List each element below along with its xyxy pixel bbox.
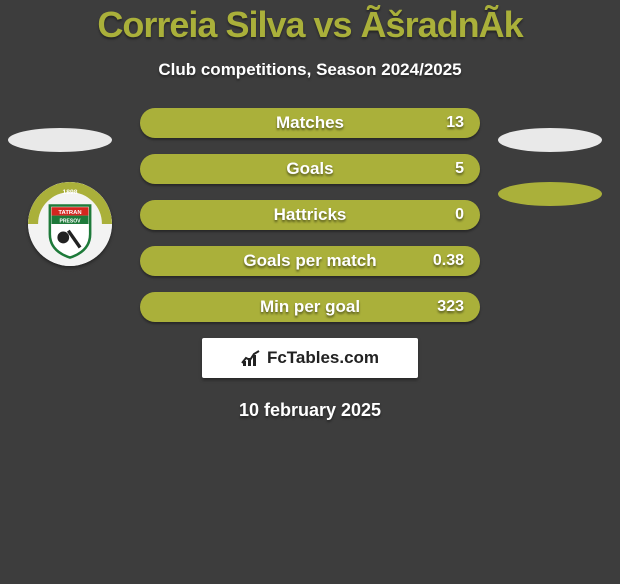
stat-row: Matches13 — [140, 108, 480, 138]
svg-text:1898: 1898 — [63, 189, 78, 196]
stat-label: Goals per match — [140, 246, 480, 276]
stat-value: 0 — [455, 200, 464, 230]
stat-row: Goals5 — [140, 154, 480, 184]
subtitle: Club competitions, Season 2024/2025 — [0, 60, 620, 80]
stat-row: Hattricks0 — [140, 200, 480, 230]
stat-label: Min per goal — [140, 292, 480, 322]
stat-value: 323 — [437, 292, 464, 322]
page-title: Correia Silva vs ÃšradnÃk — [0, 4, 620, 46]
stats-table: Matches13 Goals5 Hattricks0 Goals per match… — [140, 108, 480, 322]
brand-text: FcTables.com — [267, 348, 379, 368]
stat-value: 5 — [455, 154, 464, 184]
chart-icon — [241, 349, 261, 367]
stat-row: Min per goal323 — [140, 292, 480, 322]
club-crest: 1898 TATRAN PRESOV — [28, 182, 112, 266]
stat-label: Hattricks — [140, 200, 480, 230]
svg-text:TATRAN: TATRAN — [58, 210, 81, 216]
side-ellipse — [498, 182, 602, 206]
stat-row: Goals per match0.38 — [140, 246, 480, 276]
stat-label: Matches — [140, 108, 480, 138]
date-label: 10 february 2025 — [0, 400, 620, 421]
stat-value: 0.38 — [433, 246, 464, 276]
brand-badge: FcTables.com — [202, 338, 418, 378]
side-ellipse — [8, 128, 112, 152]
svg-text:PRESOV: PRESOV — [60, 218, 82, 224]
stat-value: 13 — [446, 108, 464, 138]
side-ellipse — [498, 128, 602, 152]
stat-label: Goals — [140, 154, 480, 184]
